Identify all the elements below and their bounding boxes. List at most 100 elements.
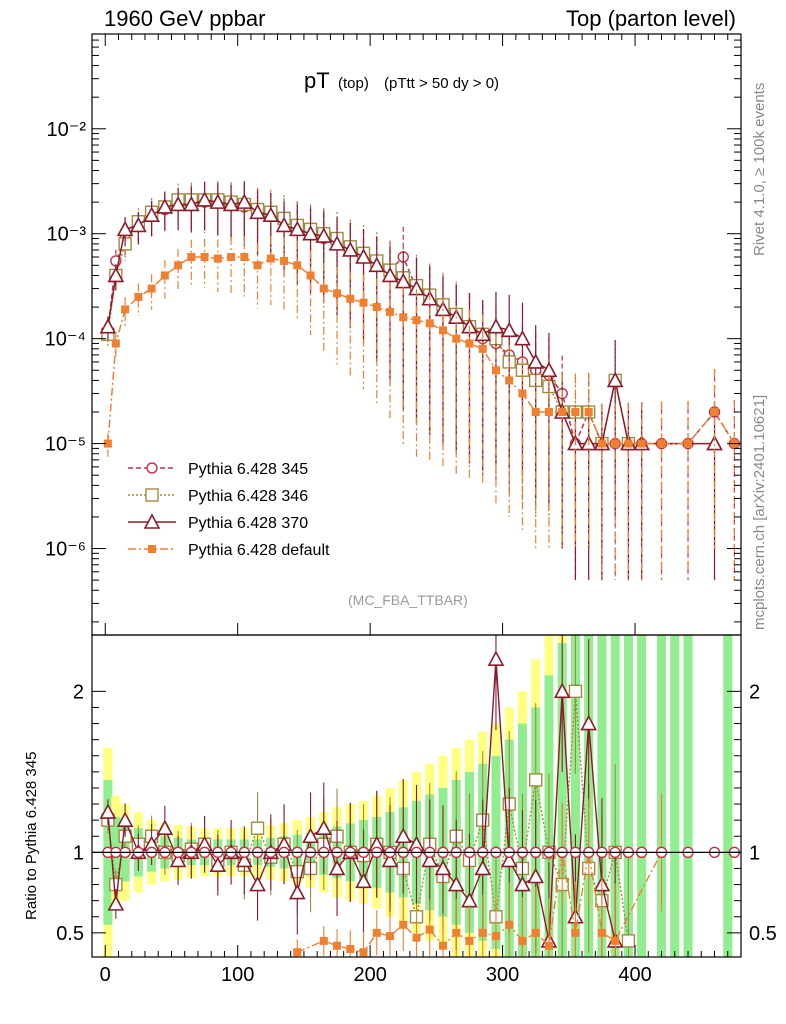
ratio-point-0	[621, 934, 636, 948]
x-tick-label-0: 0	[100, 964, 111, 986]
ratio-point-1	[315, 819, 333, 836]
series-point-3	[684, 439, 693, 448]
series-line-3	[107, 256, 736, 445]
series-point-3	[438, 326, 447, 335]
ratio-point-2	[478, 928, 487, 937]
ratio-band-green	[670, 635, 680, 957]
series-point-3	[558, 408, 567, 417]
series-point-2	[249, 203, 266, 220]
plot-title: pT	[304, 68, 330, 93]
ratio-point-1	[302, 827, 319, 844]
series-point-2	[107, 266, 125, 283]
series-point-3	[412, 316, 421, 325]
series-point-3	[465, 339, 474, 348]
series-point-3	[213, 254, 222, 263]
ratio-point-1	[107, 895, 125, 911]
series-point-3	[597, 439, 606, 448]
series-point-2	[182, 195, 200, 212]
ratio-point-2	[425, 925, 434, 934]
ratio-point-1	[394, 827, 412, 844]
series-point-2	[381, 266, 399, 283]
ratio-y-tick-label-1: 1	[73, 842, 84, 864]
series-point-3	[187, 252, 196, 261]
ratio-band-green	[557, 643, 567, 957]
ratio-point-2	[386, 932, 395, 941]
series-point-2	[262, 206, 280, 223]
series-point-3	[478, 344, 487, 353]
series-point-2	[540, 361, 558, 378]
series-point-3	[333, 289, 342, 298]
ratio-point-2	[333, 941, 342, 950]
series-point-3	[637, 439, 646, 448]
legend-label-0: Pythia 6.428 345	[188, 461, 308, 478]
ratio-point-2	[372, 928, 381, 937]
ratio-band-green	[570, 635, 580, 957]
legend-marker-3	[148, 545, 156, 553]
ratio-point-2	[346, 944, 355, 953]
ratio-y-tick-label-right-2: 2	[749, 681, 760, 703]
ratio-point-2	[438, 941, 447, 950]
x-tick-label-4: 400	[618, 964, 651, 986]
mcplots-label: mcplots.cern.ch [arXiv:2401.10621]	[751, 395, 768, 630]
series-point-2	[130, 216, 147, 233]
ratio-y-tick-label-2: 2	[73, 681, 84, 703]
ratio-point-2	[597, 928, 606, 937]
series-point-3	[253, 261, 262, 270]
ratio-point-1	[580, 714, 598, 731]
ratio-band-green	[623, 635, 633, 957]
series-point-3	[293, 261, 302, 270]
x-tick-label-3: 300	[486, 964, 519, 986]
ratio-point-1	[527, 867, 545, 884]
x-tick-label-2: 200	[353, 964, 386, 986]
main-y-tick-label-1: 10⁻⁵	[45, 434, 86, 456]
ratio-plot-frame	[91, 634, 742, 958]
series-line-0	[107, 201, 736, 446]
ratio-point-2	[611, 936, 620, 945]
series-point-2	[341, 241, 359, 257]
ratio-point-0	[109, 877, 123, 892]
series-point-3	[147, 284, 156, 293]
ratio-point-0	[250, 821, 265, 835]
series-point-2	[355, 248, 372, 264]
series-point-3	[103, 439, 112, 448]
series-point-2	[315, 227, 333, 243]
series-point-3	[518, 389, 527, 398]
series-point-2	[209, 193, 227, 209]
ratio-point-2	[531, 928, 540, 937]
main-y-tick-label-0: 10⁻⁶	[45, 539, 86, 561]
series-point-2	[99, 318, 117, 334]
ratio-point-1	[500, 851, 518, 868]
series-point-3	[174, 261, 183, 270]
ratio-point-1	[99, 803, 117, 819]
ratio-point-1	[209, 856, 227, 873]
ratio-y-tick-label-0: 0.5	[56, 923, 84, 945]
rivet-label: Rivet 4.1.0, ≥ 100k events	[751, 83, 768, 256]
series-point-3	[227, 252, 236, 261]
main-y-tick-label-3: 10⁻³	[47, 224, 87, 246]
ratio-point-2	[359, 948, 368, 957]
series-point-3	[425, 319, 434, 328]
ratio-point-2	[465, 936, 474, 945]
ratio-point-1	[447, 875, 465, 892]
series-point-2	[196, 191, 213, 207]
x-tick-label-1: 100	[221, 964, 254, 986]
series-point-3	[571, 408, 580, 417]
series-point-3	[584, 408, 593, 417]
ratio-point-2	[293, 948, 302, 957]
series-line-2	[107, 199, 715, 445]
series-point-3	[319, 284, 328, 293]
ratio-point-2	[518, 936, 527, 945]
ratio-point-2	[571, 928, 580, 937]
ratio-point-2	[319, 936, 328, 945]
series-point-3	[240, 252, 249, 261]
series-point-2	[328, 235, 346, 251]
series-point-3	[200, 252, 209, 261]
legend-label-3: Pythia 6.428 default	[188, 542, 330, 559]
ratio-point-1	[288, 883, 306, 900]
legend: Pythia 6.428 345 Pythia 6.428 346 Pythia 6…	[128, 461, 330, 559]
ratio-y-tick-label-right-1: 1	[749, 842, 760, 864]
series-point-3	[266, 254, 275, 263]
series-point-3	[111, 339, 120, 348]
ratio-point-2	[412, 933, 421, 942]
ratio-point-2	[399, 920, 408, 929]
